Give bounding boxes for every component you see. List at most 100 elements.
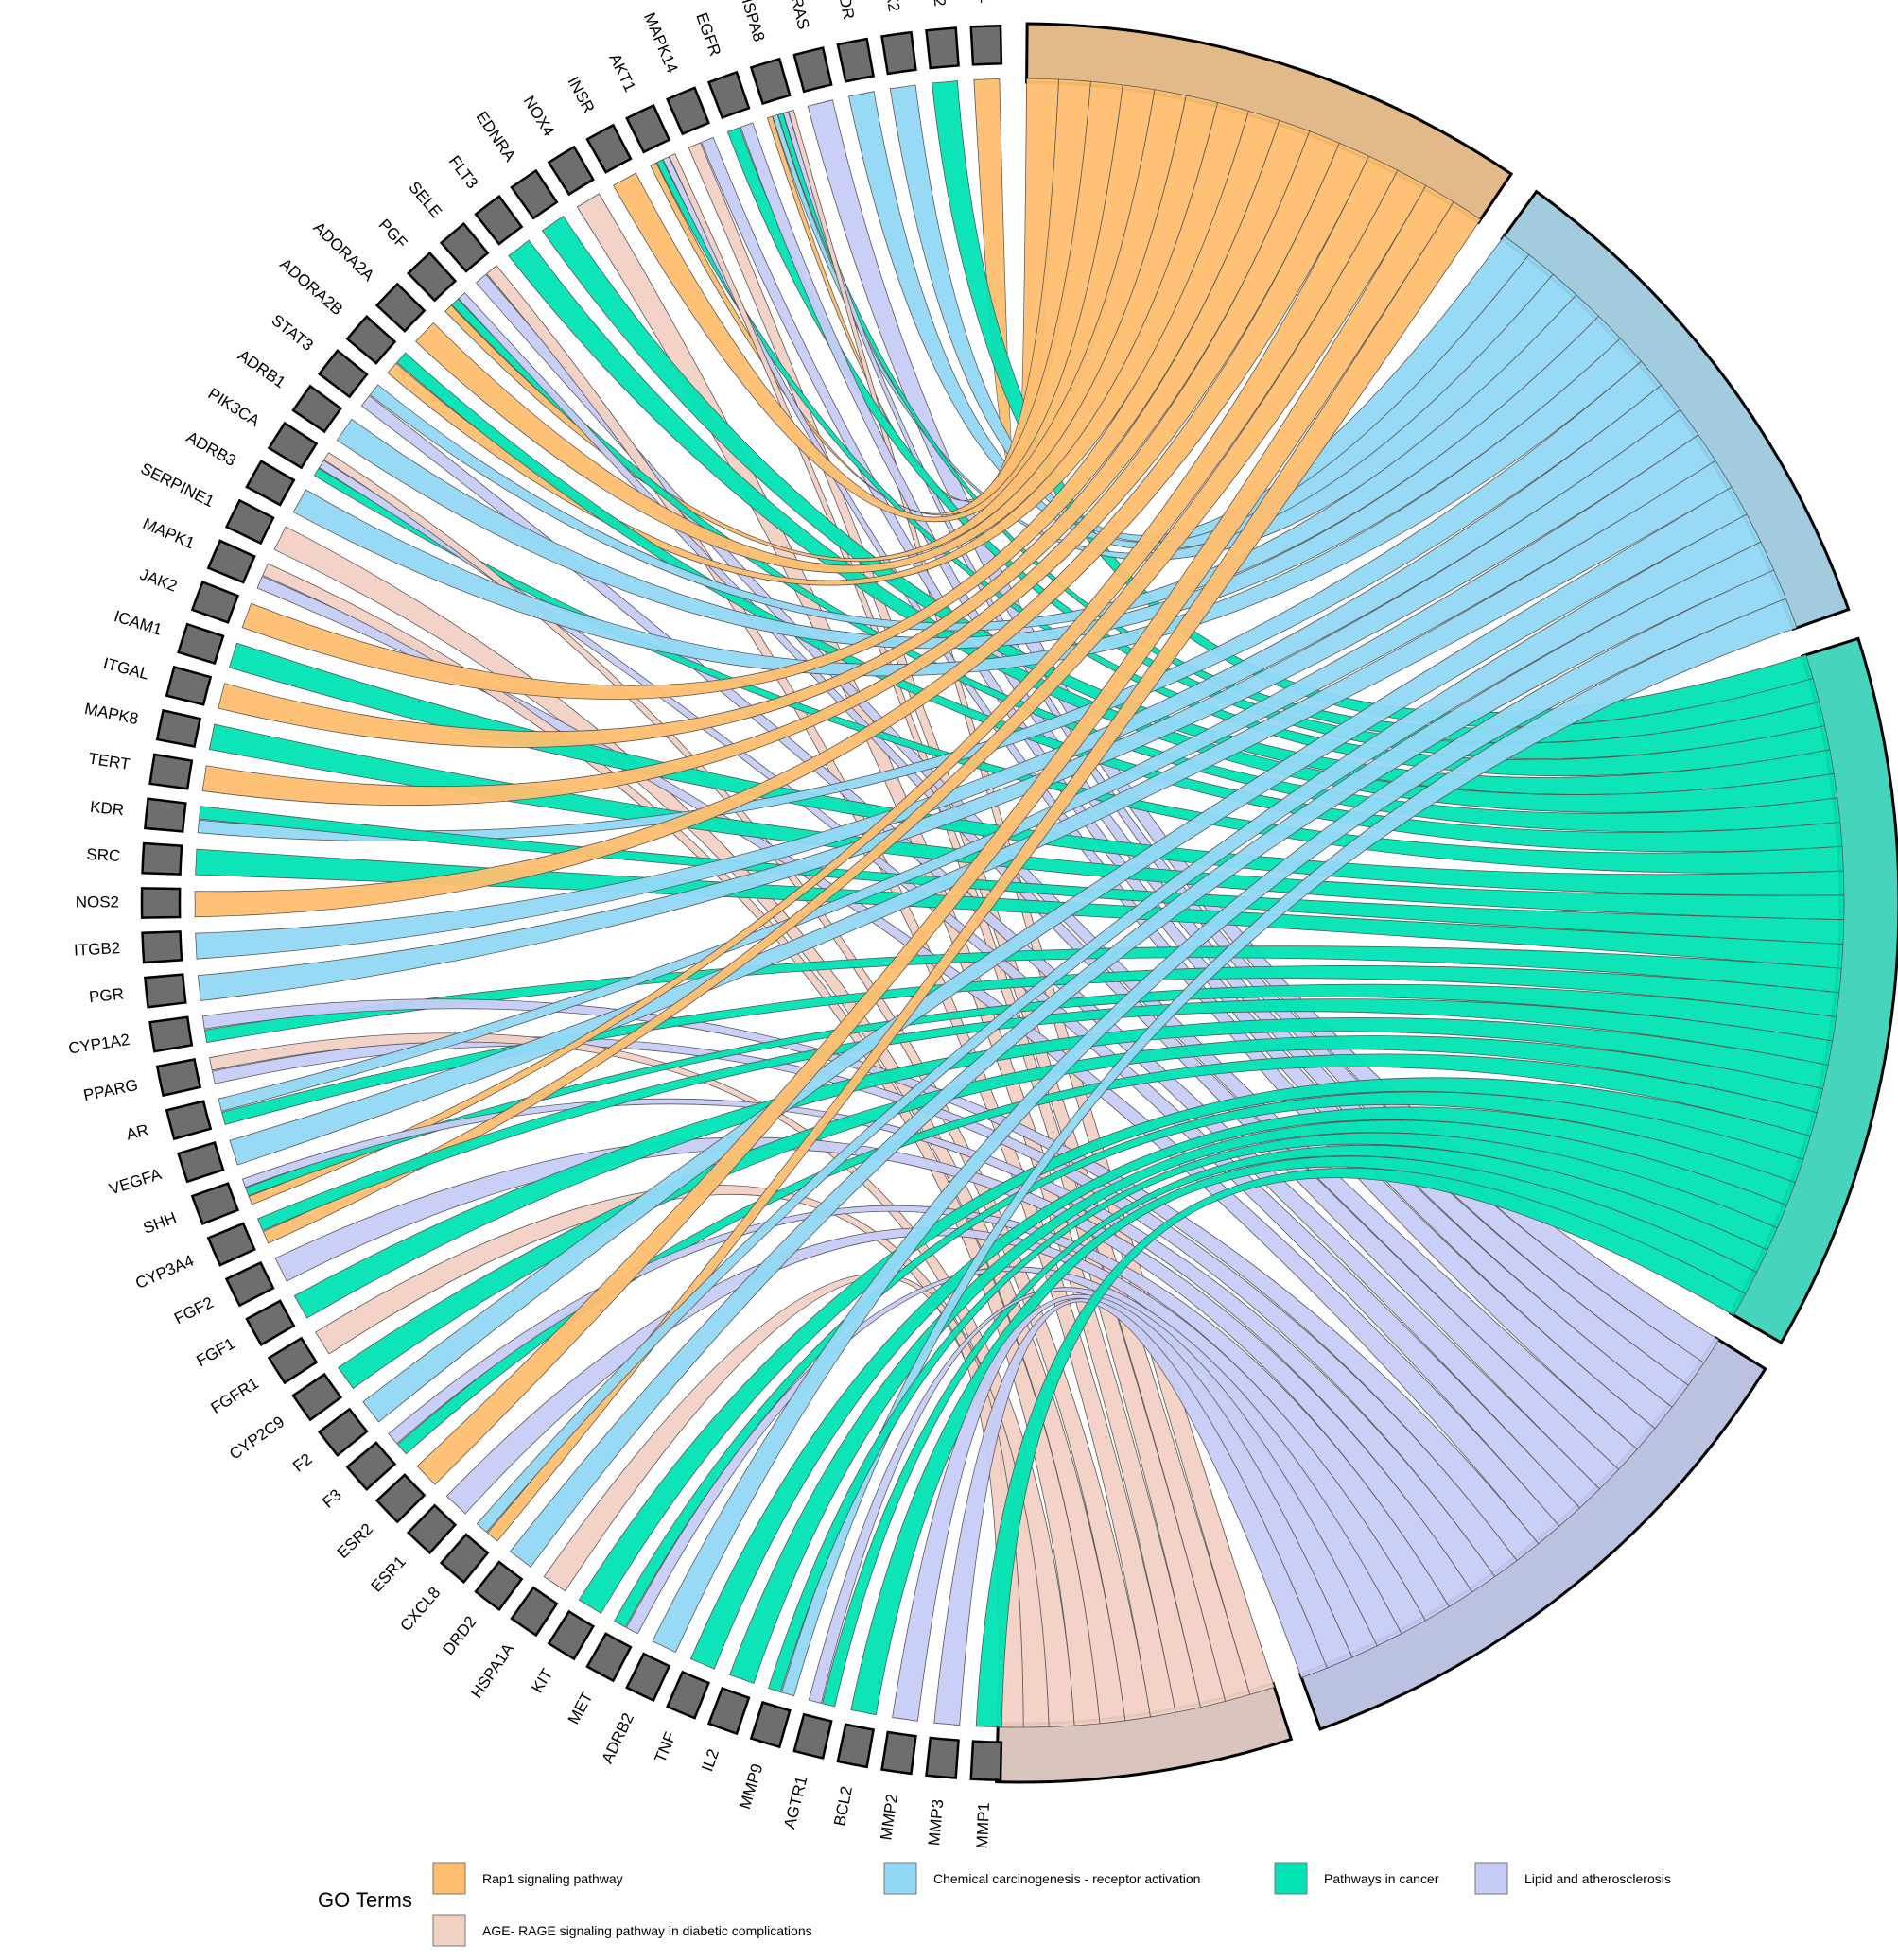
gene-box-nos2 <box>140 887 182 919</box>
ribbon-mmp9-chem <box>781 598 1798 1697</box>
gene-box-pik3ca <box>267 421 319 470</box>
ribbon-pik3ca-lipid <box>318 460 1581 1527</box>
legend-item-cancer: Pathways in cancer <box>1274 1862 1439 1895</box>
ribbon-met-cancer <box>614 1091 1804 1628</box>
ribbon-drd2-chem <box>510 541 1775 1568</box>
ribbon-insr-rap1 <box>612 84 1156 523</box>
ribbon-icam1-cancer <box>228 642 1845 896</box>
gene-label-cyp2c9: CYP2C9 <box>226 1413 287 1464</box>
gene-label-icam1: ICAM1 <box>112 607 164 639</box>
gene-box-insr <box>585 123 633 174</box>
gene-box-esr2 <box>374 1473 427 1524</box>
ribbons <box>194 78 1845 1728</box>
ribbon-cxcl8-rap1 <box>486 201 1482 1542</box>
gene-box-f2 <box>317 1407 369 1457</box>
gene-label-hras: HRAS <box>785 0 813 31</box>
ribbon-mmp1-cancer <box>975 1168 1747 1728</box>
gene-label-jak2: JAK2 <box>137 565 180 596</box>
gene-label-nos2: NOS2 <box>76 893 119 911</box>
ribbon-kdr-chem <box>197 360 1663 841</box>
gene-box-bcl2 <box>836 1723 876 1769</box>
gene-box-ar <box>165 1100 213 1141</box>
gene-label-il2: IL2 <box>698 1746 723 1774</box>
ribbon-cyp3a4-rap1 <box>262 169 1427 1244</box>
gene-box-ednra <box>510 168 559 220</box>
gene-label-mmp1: MMP1 <box>973 1802 993 1849</box>
gene-box-hspa1a <box>510 1586 559 1638</box>
legend-label-chem: Chemical carcinogenesis - receptor activ… <box>933 1871 1200 1886</box>
gene-box-src <box>141 841 183 876</box>
gene-box-fgfr1 <box>267 1336 319 1385</box>
gene-box-akt1 <box>625 103 671 154</box>
gene-label-serpine1: SERPINE1 <box>138 460 218 511</box>
legend-swatch-cancer <box>1274 1862 1308 1895</box>
ribbon-mapk14-lipid <box>701 136 1673 1430</box>
gene-label-f2: F2 <box>289 1449 315 1475</box>
ribbon-tert-rap1 <box>201 130 1340 807</box>
ribbon-adrb2-chem <box>652 569 1786 1654</box>
gene-label-hspa1a: HSPA1A <box>467 1639 517 1702</box>
gene-box-mmp1 <box>969 1740 1003 1782</box>
gene-label-akt1: AKT1 <box>605 51 639 95</box>
gene-label-hspa8: HSPA8 <box>736 0 768 43</box>
gene-label-mapk1: MAPK1 <box>140 514 197 552</box>
gene-box-pparg <box>155 1058 202 1098</box>
gene-box-vdr <box>836 37 876 83</box>
ribbon-fgfr1-age <box>314 1185 1050 1728</box>
ribbon-f3-lipid <box>388 1205 1450 1622</box>
ribbon-agtr1-lipid <box>808 1287 1378 1704</box>
gene-box-adrb1 <box>291 384 343 434</box>
gene-box-kdr <box>144 797 187 833</box>
gene-box-adora2a <box>374 282 427 333</box>
ribbon-hspa1a-age <box>543 1273 1024 1728</box>
gene-box-fgf1 <box>245 1299 296 1346</box>
ribbon-f2-chem <box>362 486 1748 1423</box>
legend-swatch-age <box>432 1914 466 1947</box>
ribbon-adrb3-chem <box>292 338 1643 677</box>
gene-label-esr1: ESR1 <box>368 1552 409 1595</box>
ribbon-cxcl8-chem <box>476 513 1762 1534</box>
gene-label-stat3: STAT3 <box>268 311 316 355</box>
ribbon-akt1-lipid <box>662 156 1656 1450</box>
gene-box-ptgs2 <box>925 26 960 70</box>
ribbon-adora2b-rap1 <box>387 102 1249 586</box>
gene-box-ephx2 <box>880 30 917 76</box>
gene-label-pgf: PGF <box>375 216 411 252</box>
gene-box-jak2 <box>190 580 240 624</box>
gene-label-mmp2: MMP2 <box>877 1793 901 1841</box>
legend-item-age: AGE- RAGE signaling pathway in diabetic … <box>432 1914 812 1947</box>
ribbon-mmp2-lipid <box>892 1293 1353 1722</box>
legend-label-age: AGE- RAGE signaling pathway in diabetic … <box>482 1923 812 1938</box>
gene-label-ephx2: EPHX2 <box>878 0 903 13</box>
gene-label-adora2b: ADORA2B <box>276 255 346 320</box>
gene-box-met <box>585 1632 633 1683</box>
gene-label-tert: TERT <box>87 750 131 774</box>
gene-box-serpine1 <box>224 498 275 546</box>
ribbon-bcl2-cancer <box>850 1155 1758 1716</box>
gene-box-il2 <box>706 1686 751 1736</box>
gene-box-tert <box>148 753 194 790</box>
gene-label-mmp9: MMP9 <box>736 1761 766 1812</box>
ribbon-stat3-chem <box>369 294 1600 632</box>
ribbon-pgf-lipid <box>458 292 1620 1490</box>
ribbon-kit-cancer <box>578 1077 1811 1614</box>
legend-label-lipid: Lipid and atherosclerosis <box>1524 1871 1671 1886</box>
gene-label-ednra: EDNRA <box>473 108 520 165</box>
gene-box-shh <box>190 1182 240 1226</box>
gene-label-egfr: EGFR <box>692 10 724 59</box>
gene-label-itgb2: ITGB2 <box>74 939 121 959</box>
ribbon-tnf-cancer <box>689 1106 1796 1670</box>
gene-label-ptgs2: PTGS2 <box>926 0 949 8</box>
gene-box-pgr <box>144 973 187 1009</box>
gene-label-shh: SHH <box>141 1208 179 1237</box>
gene-box-sele <box>439 221 490 273</box>
ribbon-cyp3a4-cancer <box>256 998 1834 1232</box>
gene-label-agtr1: AGTR1 <box>780 1775 810 1831</box>
gene-label-adora2a: ADORA2A <box>310 218 378 285</box>
ribbon-shh-rap1 <box>248 155 1399 1205</box>
legend-item-chem: Chemical carcinogenesis - receptor activ… <box>883 1862 1200 1895</box>
ribbon-kdr-cancer <box>199 806 1845 945</box>
ribbon-itgal-rap1 <box>218 119 1311 748</box>
gene-box-esr1 <box>406 1503 458 1555</box>
gene-box-nox4 <box>547 145 596 197</box>
